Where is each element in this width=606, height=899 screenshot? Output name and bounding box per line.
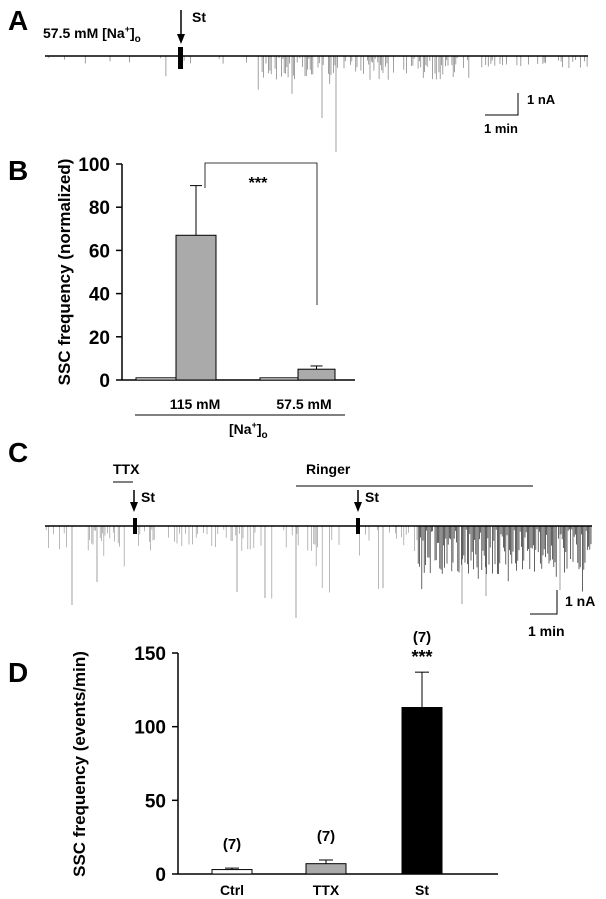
chart-d-n-label: (7) [413, 629, 431, 646]
stim-label-c1: St [141, 489, 155, 505]
chart-b-y-tick-label: 100 [78, 155, 110, 176]
chart-d-category-label: TTX [313, 882, 340, 898]
chart-b-y-tick-label: 80 [89, 198, 110, 219]
chart-d-y-tick-label: 50 [145, 791, 166, 812]
chart-d-bar [401, 707, 443, 875]
scale-bar-c [530, 590, 558, 615]
chart-d-y-axis-label: SSC frequency (events/min) [70, 651, 89, 877]
ringer-label: Ringer [306, 461, 351, 477]
stim-arrow-c1-head [130, 502, 138, 512]
chart-b-group-label-2: 57.5 mM [276, 396, 331, 412]
panel-a-letter: A [8, 5, 28, 36]
stim-marker-c2 [356, 518, 360, 534]
chart-d-bar [211, 869, 253, 875]
chart-b-bar [297, 368, 336, 381]
stim-label-c2: St [365, 489, 379, 505]
chart-d-category-label: Ctrl [220, 882, 244, 898]
ttx-label: TTX [113, 461, 140, 477]
chart-b-y-tick-label: 0 [99, 371, 110, 392]
stim-label-a: St [192, 9, 206, 25]
chart-b-significance: *** [249, 175, 268, 192]
chart-b-y-tick-label: 40 [89, 285, 110, 306]
panel-d-letter: D [8, 657, 28, 688]
chart-b-significance-bracket [204, 162, 318, 305]
chart-b-bar [259, 377, 299, 381]
stim-arrow-c2-head [354, 502, 362, 512]
stim-arrow-a-head [177, 34, 185, 44]
scale-a-current: 1 nA [527, 92, 556, 107]
chart-d-n-label: (7) [223, 836, 241, 853]
chart-d-category-label: St [415, 882, 429, 898]
scale-bar-a [485, 93, 519, 116]
chart-b-bar [175, 234, 217, 381]
scale-c-current: 1 nA [565, 593, 595, 609]
scale-a-time: 1 min [484, 121, 518, 136]
stim-marker-a [178, 47, 183, 69]
chart-b-group-label-1: 115 mM [170, 396, 221, 412]
chart-b-y-tick-label: 60 [89, 241, 110, 262]
chart-d-y-tick-label: 0 [155, 865, 166, 886]
panel-a-condition-label: 57.5 mM [Na+]o [43, 24, 141, 45]
stim-marker-c1 [133, 518, 137, 534]
chart-d-y-tick-label: 100 [134, 718, 166, 739]
chart-d-significance: *** [411, 647, 432, 667]
current-trace-c [45, 526, 592, 618]
chart-d-n-label: (7) [317, 828, 335, 845]
chart-b: 0 20 40 60 80 100 [78, 155, 355, 392]
panel-c-letter: C [8, 437, 28, 468]
chart-b-bar [135, 377, 177, 381]
scale-c-time: 1 min [528, 623, 565, 639]
chart-b-x-axis-label: [Na+]o [229, 420, 268, 441]
current-trace-a [48, 56, 588, 152]
chart-b-y-tick-label: 20 [89, 328, 110, 349]
chart-d-y-tick-label: 150 [134, 644, 166, 665]
chart-b-y-axis-label: SSC frequency (normalized) [55, 159, 74, 386]
panel-b-letter: B [8, 155, 28, 186]
chart-d-bar [305, 863, 347, 875]
